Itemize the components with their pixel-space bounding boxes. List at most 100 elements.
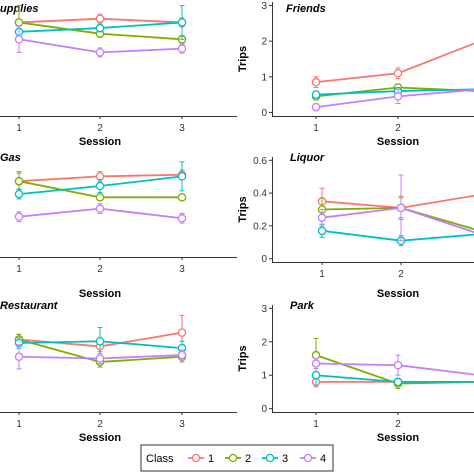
data-point	[95, 48, 105, 57]
legend-label: 1	[208, 453, 214, 465]
data-point	[317, 213, 327, 222]
x-tick-label: 2	[395, 419, 401, 430]
y-tick-label: 3	[261, 304, 267, 315]
data-point	[14, 189, 24, 199]
panel-title: Gas	[0, 152, 21, 164]
y-tick-label: 3	[261, 1, 267, 12]
data-point	[393, 360, 403, 370]
x-tick-label: 1	[319, 269, 325, 280]
panel-title: Park	[290, 300, 315, 312]
y-tick-label: 1	[261, 371, 267, 382]
y-axis-title: Trips	[237, 46, 249, 72]
x-tick-label: 1	[16, 419, 22, 430]
y-tick-label: 0	[261, 254, 267, 265]
series-group	[14, 5, 187, 58]
x-tick-label: 1	[16, 264, 22, 275]
data-point	[177, 44, 187, 53]
legend-key-point	[228, 453, 238, 463]
data-point	[396, 203, 406, 213]
data-point	[14, 176, 24, 186]
x-axis-title: Session	[79, 136, 121, 148]
x-tick-label: 1	[16, 123, 22, 134]
data-point	[311, 102, 321, 112]
x-axis-title: Session	[377, 432, 419, 444]
panel-3: 0 0.2 0.4 0.6 1 2 Liquor Session Trips	[237, 152, 474, 300]
x-tick-label: 1	[313, 123, 319, 134]
x-tick-label: 3	[179, 264, 185, 275]
series-group	[311, 337, 474, 390]
x-tick-label: 2	[97, 264, 103, 275]
data-point	[177, 214, 187, 223]
data-point	[95, 193, 105, 202]
legend-label: 3	[282, 453, 288, 465]
y-tick-label: 0.4	[253, 189, 267, 200]
panel-1: 0 1 2 3 1 2 Friends Session Trips	[237, 1, 474, 148]
data-point	[177, 172, 187, 181]
x-tick-label: 1	[313, 419, 319, 430]
x-tick-label: 2	[97, 123, 103, 134]
data-point	[311, 350, 321, 360]
panel-title: Friends	[286, 3, 326, 15]
data-point	[393, 92, 403, 101]
y-tick-label: 0	[261, 108, 267, 119]
y-tick-label: 0.6	[253, 156, 267, 167]
legend-label: 2	[245, 453, 251, 465]
data-point	[95, 23, 105, 33]
series-group	[14, 161, 187, 224]
data-point	[177, 193, 187, 202]
data-point	[177, 18, 187, 27]
series-line-class-4	[321, 206, 474, 234]
data-point	[393, 377, 403, 387]
series-group	[311, 42, 474, 112]
series-group	[317, 174, 474, 247]
legend-label: 4	[320, 453, 326, 465]
legend-title: Class	[146, 453, 174, 465]
legend: Class 1 2 3 4	[140, 444, 334, 472]
x-tick-label: 2	[398, 269, 404, 280]
panel-0: 123uppliesSession	[0, 3, 237, 148]
y-tick-label: 0.2	[253, 221, 267, 232]
data-point	[95, 14, 105, 23]
data-point	[14, 35, 24, 44]
x-tick-label: 3	[179, 419, 185, 430]
data-point	[14, 18, 24, 27]
data-point	[14, 212, 24, 221]
data-point	[393, 69, 403, 78]
y-tick-label: 2	[261, 337, 267, 348]
series-group	[14, 314, 187, 370]
data-point	[95, 204, 105, 213]
data-point	[95, 336, 105, 346]
data-point	[317, 226, 327, 236]
x-axis-title: Session	[377, 288, 419, 300]
data-point	[311, 90, 321, 99]
panel-4: 1 2 3 Restaurant Session	[0, 300, 237, 444]
data-point	[177, 328, 187, 337]
panel-title: Liquor	[290, 152, 325, 164]
y-tick-label: 0	[261, 404, 267, 415]
legend-key-point	[303, 453, 313, 463]
y-axis-title: Trips	[237, 196, 249, 222]
x-axis-title: Session	[377, 136, 419, 148]
panel-title: Restaurant	[0, 300, 59, 312]
data-point	[311, 359, 321, 368]
y-tick-label: 2	[261, 37, 267, 48]
data-point	[311, 77, 321, 87]
x-axis-title: Session	[79, 432, 121, 444]
data-point	[14, 352, 24, 362]
x-tick-label: 3	[179, 123, 185, 134]
data-point	[177, 350, 187, 360]
y-axis-title: Trips	[237, 345, 249, 371]
data-point	[95, 172, 105, 181]
series-line-class-2	[321, 206, 474, 231]
panel-5: 0 1 2 3 1 2 Park Session Trips	[237, 300, 474, 444]
legend-key-point	[191, 453, 201, 463]
x-axis-title: Session	[79, 288, 121, 300]
legend-key-point	[265, 453, 275, 463]
data-point	[95, 181, 105, 191]
x-tick-label: 2	[395, 123, 401, 134]
data-point	[95, 354, 105, 363]
panel-2: 1 2 3 Gas Session	[0, 152, 237, 300]
x-tick-label: 2	[97, 419, 103, 430]
data-point	[311, 370, 321, 380]
